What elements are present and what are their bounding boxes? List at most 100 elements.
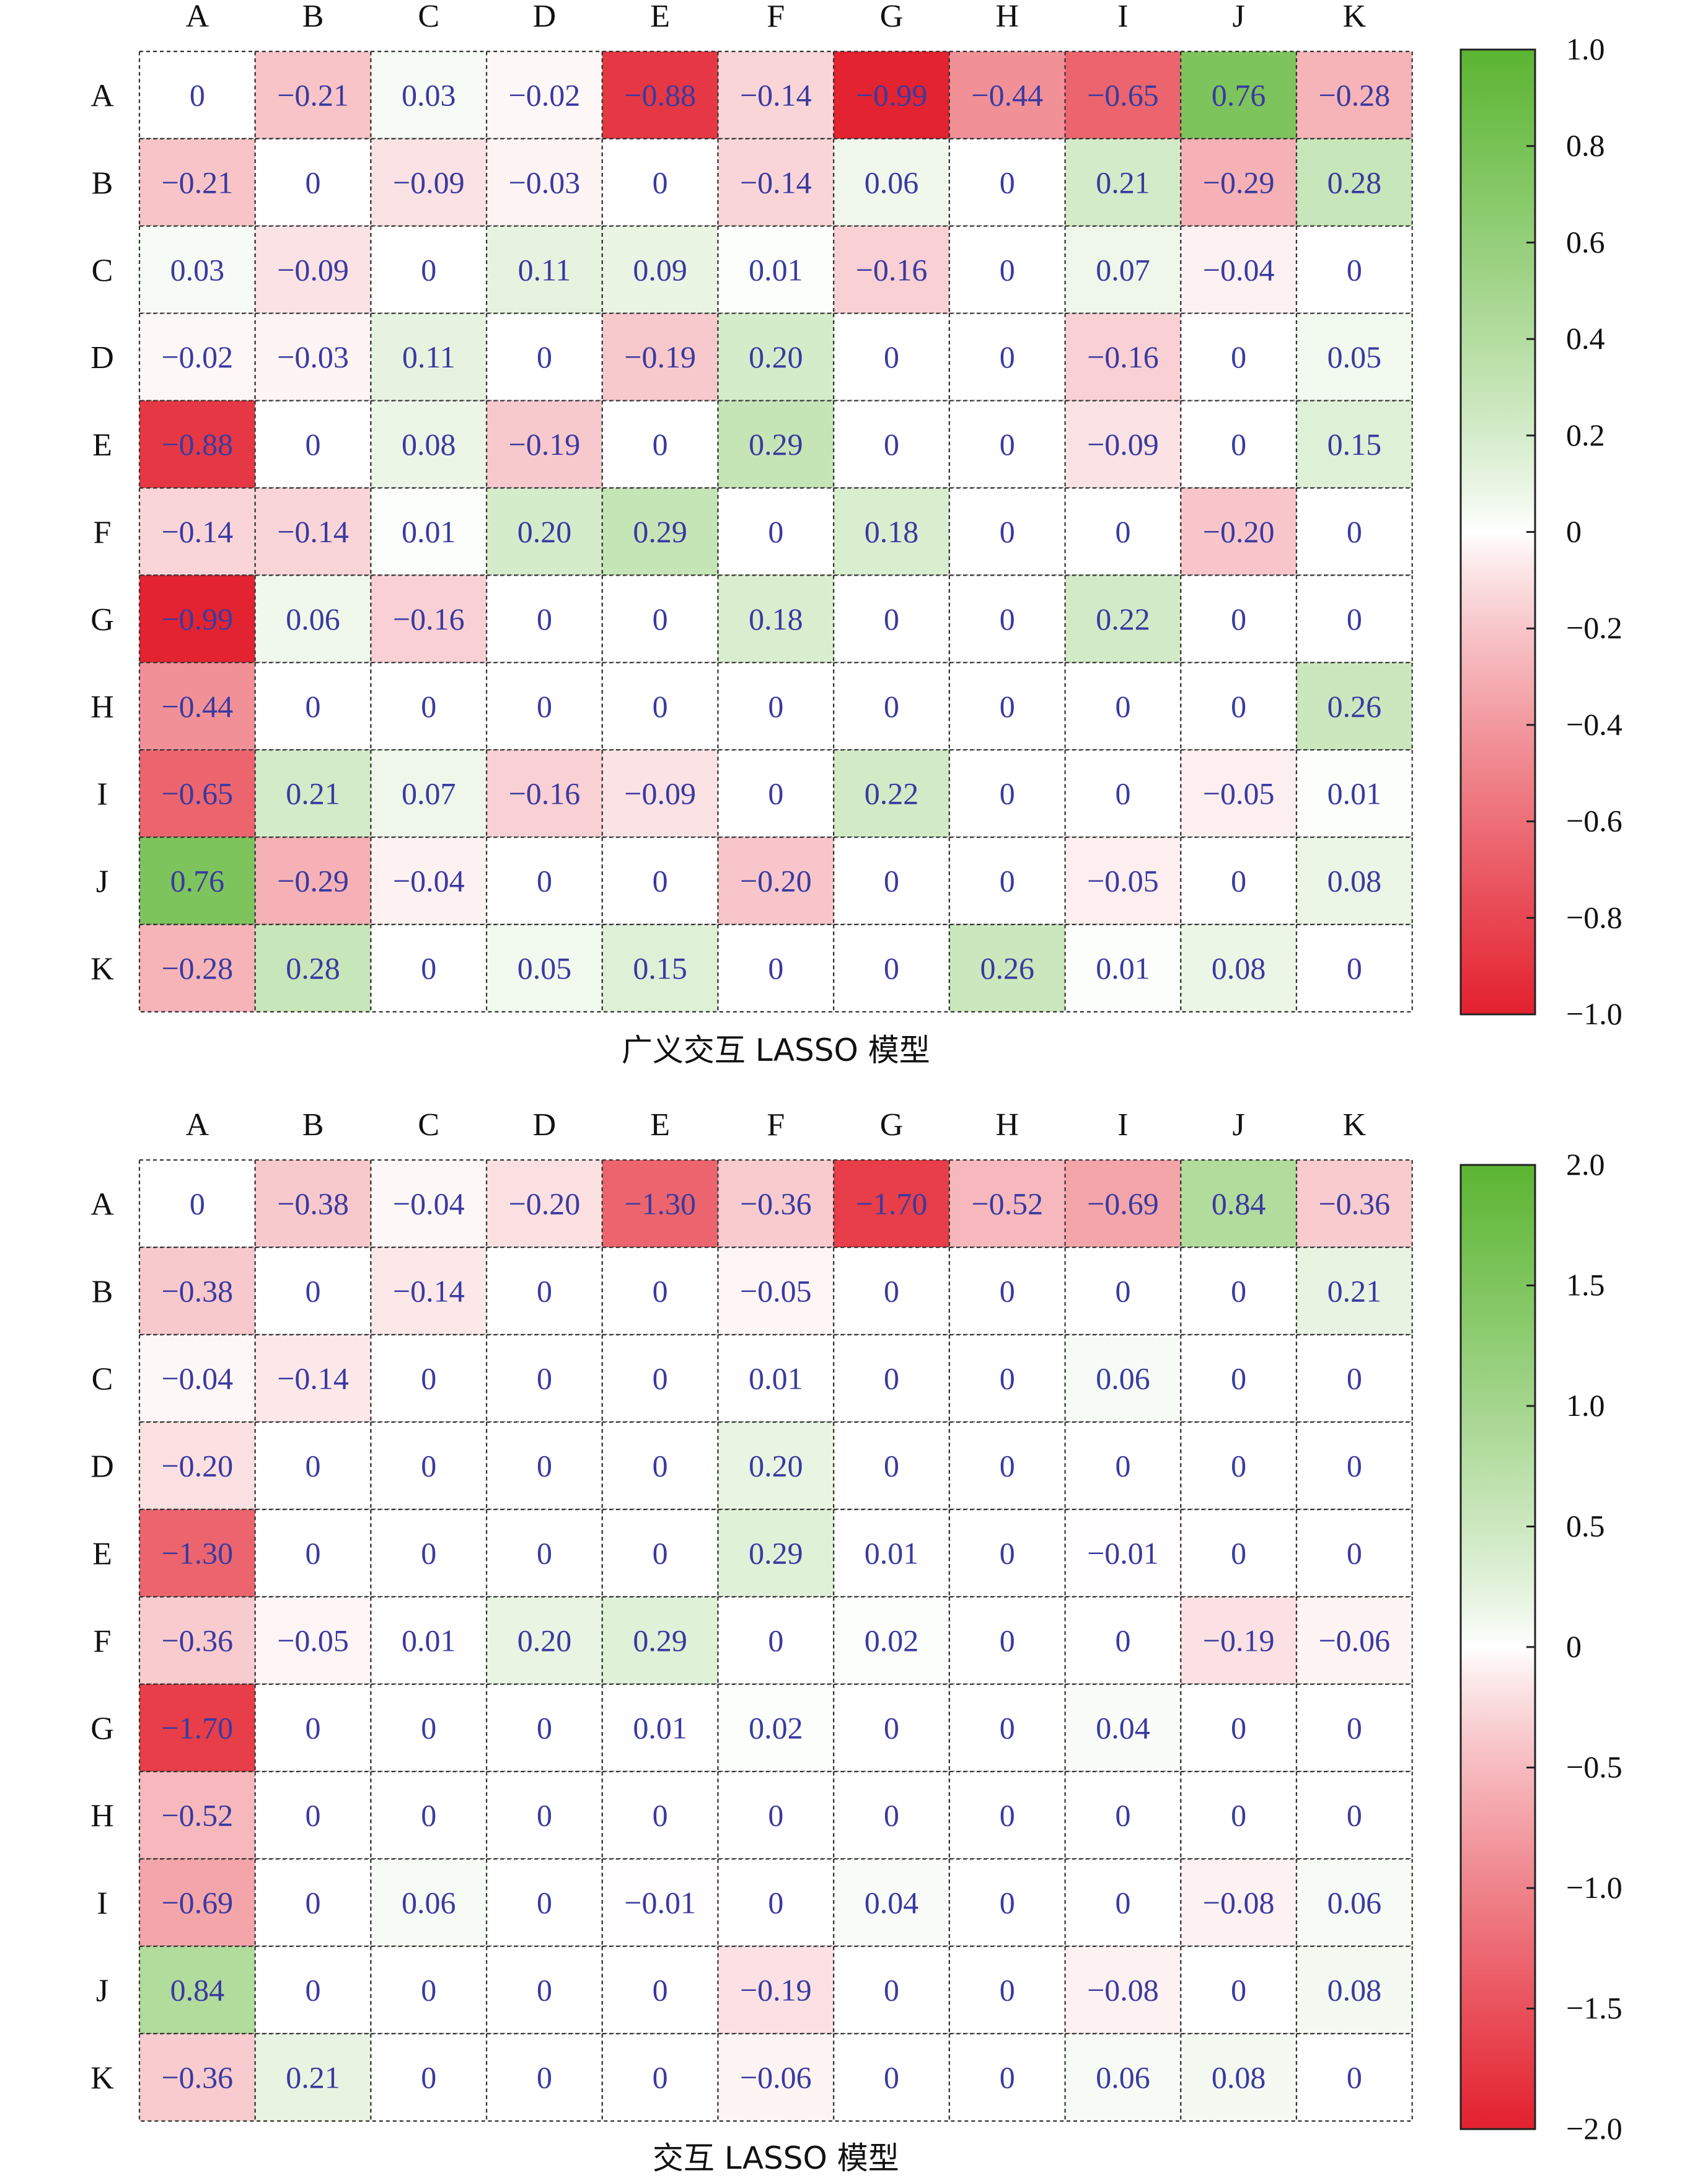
heatmap-cell-interaction-F-E (601, 1596, 719, 1685)
cell-value-label: −0.28 (1318, 77, 1390, 112)
heatmap-cell-generalized-E-I (1064, 400, 1182, 489)
heatmap-cell-generalized-J-A (138, 836, 256, 926)
heatmap-cell-generalized-E-B (254, 400, 372, 489)
heatmap-cell-interaction-C-D (485, 1333, 603, 1423)
cell-value-label: −0.52 (161, 1798, 233, 1833)
cell-value-label: 0 (1347, 602, 1362, 636)
cell-value-label: −0.01 (624, 1886, 696, 1920)
cell-value-label: 0 (1231, 1361, 1246, 1396)
cell-value-label: −0.05 (1087, 864, 1159, 898)
cell-value-label: 0 (653, 1449, 668, 1483)
cell-value-label: 0.11 (518, 252, 571, 287)
row-label-C: C (92, 253, 113, 288)
heatmap-cell-interaction-F-K (1295, 1596, 1413, 1685)
cell-value-label: 0.01 (402, 1623, 456, 1658)
heatmap-cell-generalized-H-K (1295, 662, 1413, 751)
heatmap-cell-generalized-I-J (1180, 749, 1298, 838)
cell-value-label: 0 (653, 602, 668, 636)
cell-value-label: 0.06 (286, 602, 340, 636)
heatmap-cell-generalized-J-I (1064, 836, 1182, 926)
column-label-B: B (302, 0, 324, 34)
heatmap-cell-interaction-H-G (833, 1770, 950, 1860)
cell-value-label: 0 (537, 1711, 552, 1746)
cell-value-label: 0 (884, 2060, 899, 2095)
cell-value-label: −0.20 (161, 1449, 233, 1483)
cell-value-label: 0 (306, 1274, 321, 1309)
heatmap-cell-generalized-G-G (833, 574, 950, 664)
cell-value-label: −0.19 (740, 1973, 812, 2008)
heatmap-cell-generalized-G-I (1064, 574, 1182, 664)
cell-value-label: 0.06 (1096, 2060, 1150, 2095)
heatmap-cell-generalized-K-I (1064, 923, 1182, 1012)
cell-value-label: 0.22 (1096, 602, 1150, 636)
cell-value-label: −0.99 (856, 77, 928, 112)
row-label-I: I (97, 1886, 107, 1922)
heatmap-cell-generalized-K-F (717, 923, 835, 1012)
cell-value-label: 0 (653, 1536, 668, 1571)
cell-value-label: 0 (1231, 689, 1246, 724)
cell-value-label: −0.20 (740, 864, 812, 898)
heatmap-cell-generalized-D-J (1180, 312, 1298, 402)
cell-value-label: 0 (1000, 1536, 1015, 1571)
heatmap-cell-interaction-D-E (601, 1421, 719, 1511)
heatmap-cell-generalized-A-C (370, 50, 488, 139)
heatmap-cell-interaction-F-F (717, 1596, 835, 1685)
heatmap-cell-interaction-K-H (948, 2032, 1066, 2122)
heatmap-cell-generalized-K-K (1295, 923, 1413, 1012)
cell-value-label: 0.29 (749, 1536, 803, 1571)
heatmap-cell-interaction-J-I (1064, 1945, 1182, 2035)
cell-value-label: −0.21 (161, 165, 233, 200)
cell-value-label: 0 (1000, 1798, 1015, 1833)
heatmap-cell-interaction-K-J (1180, 2032, 1298, 2122)
cell-value-label: 0 (884, 864, 899, 898)
cell-value-label: 0 (1000, 1711, 1015, 1746)
cell-value-label: 0.20 (517, 514, 572, 549)
heatmap-cell-interaction-B-D (485, 1246, 603, 1336)
row-label-D: D (90, 1449, 114, 1485)
cell-value-label: 0.06 (1327, 1886, 1382, 1920)
heatmap-cell-generalized-I-F (717, 749, 835, 838)
heatmap-cell-generalized-J-F (717, 836, 835, 926)
cell-value-label: 0 (1000, 1449, 1015, 1483)
cell-value-label: 0 (421, 252, 436, 287)
heatmap-cell-generalized-H-G (833, 662, 950, 751)
cell-value-label: −0.16 (1087, 340, 1159, 374)
cell-value-label: −0.20 (1203, 514, 1275, 549)
column-label-K: K (1343, 1107, 1367, 1143)
cell-value-label: −0.36 (161, 2060, 233, 2095)
row-label-H: H (90, 1799, 114, 1834)
cell-value-label: −0.99 (161, 602, 233, 636)
cell-value-label: 0 (1231, 1274, 1246, 1309)
heatmap-cell-interaction-B-B (254, 1246, 372, 1336)
cell-value-label: 0 (537, 1798, 552, 1833)
heatmap-cell-generalized-B-I (1064, 138, 1182, 227)
colorbar-tick-label: 0.4 (1566, 321, 1605, 356)
cell-value-label: 0 (884, 951, 899, 985)
cell-value-label: 0 (1231, 1711, 1246, 1746)
column-label-H: H (995, 1107, 1019, 1143)
colorbar-tick-label: 2.0 (1566, 1147, 1605, 1182)
heatmap-cell-generalized-F-F (717, 487, 835, 576)
cell-value-label: −0.38 (161, 1274, 233, 1309)
heatmap-cell-generalized-K-A (138, 923, 256, 1012)
cell-value-label: 0 (306, 1798, 321, 1833)
heatmap-cell-generalized-K-E (601, 923, 719, 1012)
cell-value-label: −0.28 (161, 951, 233, 985)
cell-value-label: 0.04 (865, 1886, 919, 1920)
heatmap-panel-generalized: 0 −0.21 0.03 −0.02 −0.88 −0.14 −0.99 −0.44 −0.65… (90, 0, 1622, 1068)
cell-value-label: 0.01 (633, 1711, 687, 1746)
cell-value-label: 0 (1115, 1886, 1130, 1920)
heatmap-cell-generalized-G-D (485, 574, 603, 664)
heatmap-cell-interaction-A-E (601, 1159, 719, 1249)
cell-value-label: −0.04 (393, 1187, 465, 1221)
heatmap-cell-interaction-I-E (601, 1858, 719, 1948)
heatmap-cell-generalized-A-H (948, 50, 1066, 139)
column-label-B: B (302, 1107, 324, 1143)
column-label-G: G (880, 1107, 904, 1143)
heatmap-cell-generalized-K-H (948, 923, 1066, 1012)
heatmap-cell-generalized-E-K (1295, 400, 1413, 489)
cell-value-label: 0 (537, 602, 552, 636)
cell-value-label: −0.08 (1087, 1973, 1159, 2008)
colorbar-tick-label: 0 (1566, 514, 1582, 549)
